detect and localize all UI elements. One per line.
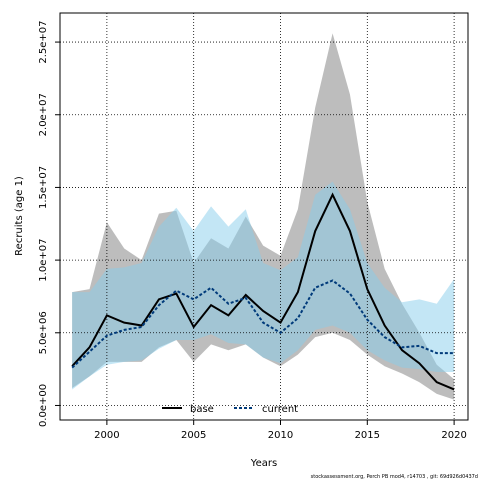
legend: base current bbox=[162, 404, 298, 415]
y-tick-label: 1.0e+07 bbox=[38, 239, 49, 282]
x-tick-label: 2000 bbox=[94, 430, 119, 441]
axes: 2000 2005 2010 2015 2020 0.0e+00 5.0e+06 1.0e+0… bbox=[38, 20, 467, 441]
plot-frame bbox=[59, 12, 469, 421]
x-tick-label: 2020 bbox=[441, 430, 466, 441]
x-tick-label: 2010 bbox=[268, 430, 293, 441]
legend-label-base: base bbox=[190, 404, 214, 415]
y-tick-label: 1.5e+07 bbox=[38, 166, 49, 209]
y-tick-label: 2.0e+07 bbox=[38, 93, 49, 136]
y-tick-label: 2.5e+07 bbox=[38, 20, 49, 63]
x-axis-title: Years bbox=[250, 458, 277, 469]
x-tick-label: 2015 bbox=[355, 430, 380, 441]
footnote: stockassessment.org, Perch PB mod4, r147… bbox=[311, 474, 478, 480]
y-tick-label: 0.0e+00 bbox=[38, 384, 49, 427]
y-tick-label: 5.0e+06 bbox=[38, 311, 49, 354]
confidence-bands bbox=[72, 33, 455, 400]
legend-label-current: current bbox=[262, 404, 298, 415]
series-lines bbox=[71, 192, 455, 391]
gridlines bbox=[60, 13, 468, 420]
x-tick-label: 2005 bbox=[181, 430, 206, 441]
line-base bbox=[71, 192, 455, 391]
band-current bbox=[72, 181, 455, 390]
y-axis-title: Recruits (age 1) bbox=[14, 176, 25, 256]
line-current bbox=[71, 279, 455, 369]
